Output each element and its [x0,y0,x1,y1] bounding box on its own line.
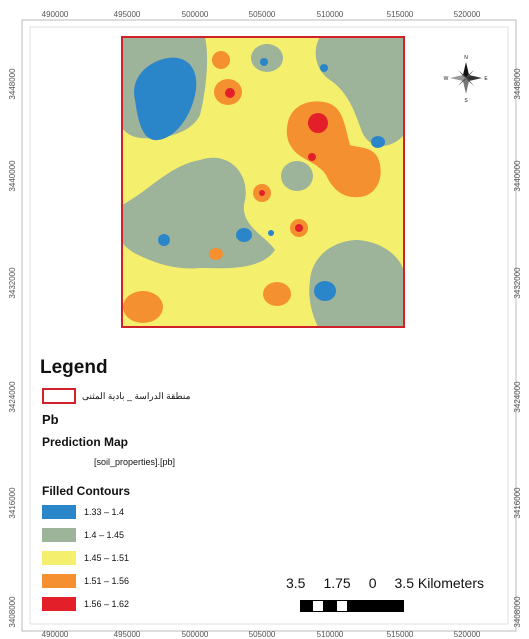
contour-class-1-nw [134,57,197,141]
x-tick-label: 505000 [249,10,276,19]
contour-class-1-ne-dot [320,64,328,72]
legend-class-swatch [42,597,76,611]
legend-class-swatch [42,505,76,519]
aoi-swatch [42,388,76,404]
contour-class-1-se [314,281,336,301]
legend-title: Legend [40,357,108,378]
contour-class-1-w-dot [158,234,170,246]
x-tick-label: 500000 [182,630,209,639]
north-letter: N [464,55,468,61]
contour-class-5-north [225,88,235,98]
scale-segment [300,600,312,612]
contour-class-1-small-dot [268,230,274,236]
contour-class-1-n-dot [260,58,268,66]
legend-class-row: 1.51 – 1.56 [42,574,129,588]
aoi-label: منطقة الدراسة _ بادية المثنى [82,390,191,401]
x-tick-label: 510000 [317,630,344,639]
contour-class-1-e-dot [371,136,385,148]
y-tick-label: 3432000 [513,267,522,299]
x-tick-label: 505000 [249,630,276,639]
pb-prediction-map [121,36,405,328]
south-letter: S [464,98,468,104]
x-tick-label: 510000 [317,10,344,19]
y-tick-label: 3416000 [8,487,17,519]
east-letter: E [484,76,488,82]
legend-class-swatch [42,551,76,565]
west-letter: W [444,76,449,82]
x-tick-label: 520000 [454,630,481,639]
legend-class-swatch [42,574,76,588]
y-tick-label: 3408000 [8,596,17,628]
scale-label: 0 [368,575,377,591]
y-tick-label: 3448000 [513,68,522,100]
contour-class-5-center-south [295,224,303,232]
legend-class-row: 1.56 – 1.62 [42,597,129,611]
scale-label: 1.75 [323,575,351,591]
x-tick-label: 515000 [387,10,414,19]
legend-class-label: 1.33 – 1.4 [84,507,125,517]
x-tick-labels-top: 490000 495000 500000 505000 510000 515000 5200… [42,10,481,19]
compass-rose-icon: N E S W [444,55,489,104]
contour-class-5-east [308,113,328,133]
scale-segment [312,600,324,612]
contour-class-1-center-dot [236,228,252,242]
prediction-map-title: Prediction Map [42,435,129,449]
prediction-map-field: [soil_properties].[pb] [94,457,176,467]
study-area-boundary [121,36,405,328]
y-tick-label: 3432000 [8,267,17,299]
contour-class-2-north-blob [251,44,283,72]
y-tick-label: 3424000 [513,381,522,413]
y-tick-label: 3448000 [8,68,17,100]
legend-class-swatch [42,528,76,542]
legend-class-label: 1.51 – 1.56 [84,576,130,586]
scale-labels: 3.5 1.75 0 3.5 Kilometers [286,575,502,591]
contour-class-4-sw-dot [209,248,223,260]
y-tick-labels-left: 3448000 3440000 3432000 3424000 3416000 34080… [8,68,17,628]
legend-aoi-row: منطقة الدراسة _ بادية المثنى [42,388,190,404]
y-tick-label: 3416000 [513,487,522,519]
contour-class-4-south [263,282,291,306]
legend-class-row: 1.33 – 1.4 [42,505,124,519]
y-tick-label: 3424000 [8,381,17,413]
x-tick-labels-bottom: 490000 495000 500000 505000 510000 515000 5200… [42,630,481,639]
x-tick-label: 495000 [114,630,141,639]
x-tick-label: 490000 [42,630,69,639]
y-tick-labels-right: 3448000 3440000 3432000 3424000 3416000 34080… [513,68,522,628]
contour-class-5-east-small [308,153,316,161]
contour-class-4-north-small [212,51,230,69]
x-tick-label: 490000 [42,10,69,19]
scale-segment [348,600,404,612]
scale-segment [336,600,348,612]
contour-class-2-ne [315,37,404,146]
legend-class-label: 1.4 – 1.45 [84,530,125,540]
contour-class-4-sw [123,291,163,323]
x-tick-label: 495000 [114,10,141,19]
scale-bar [300,600,404,612]
layer-name: Pb [42,412,59,427]
scale-label: 3.5 [286,575,306,591]
contour-class-2-se [309,240,404,327]
y-tick-label: 3408000 [513,596,522,628]
x-tick-label: 520000 [454,10,481,19]
x-tick-label: 500000 [182,10,209,19]
filled-contours-title: Filled Contours [42,484,130,498]
legend-class-row: 1.4 – 1.45 [42,528,124,542]
legend-class-label: 1.45 – 1.51 [84,553,130,563]
y-tick-label: 3440000 [513,160,522,192]
legend-class-label: 1.56 – 1.62 [84,599,130,609]
y-tick-label: 3440000 [8,160,17,192]
x-tick-label: 515000 [387,630,414,639]
scale-label: 3.5 Kilometers [394,575,484,591]
legend-class-row: 1.45 – 1.51 [42,551,129,565]
scale-segment [324,600,336,612]
contour-class-2-center-blob [281,161,313,191]
contour-class-5-center [259,190,265,196]
